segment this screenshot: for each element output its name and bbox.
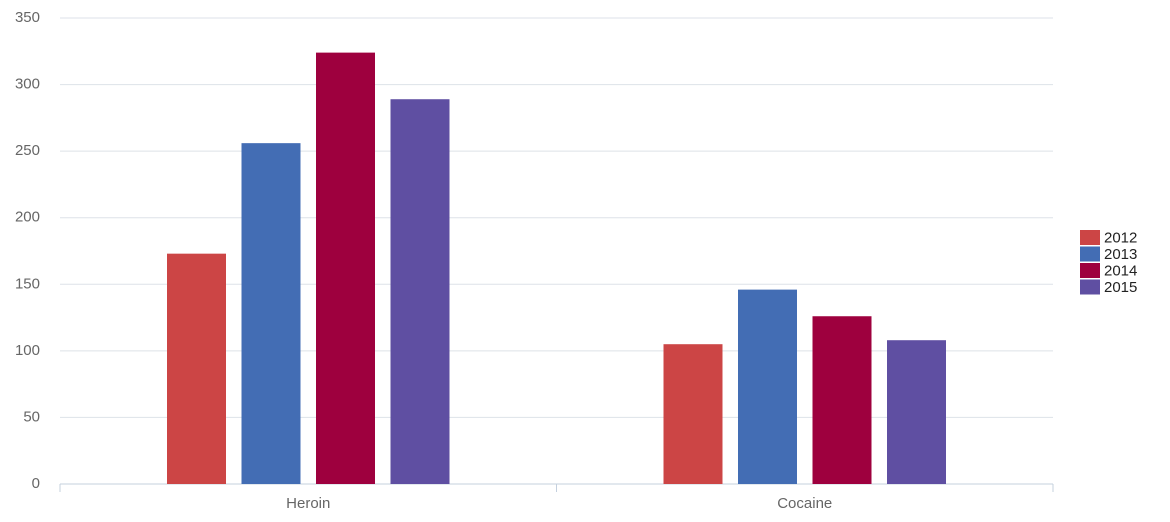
legend-label: 2013 [1104,246,1137,263]
y-tick-label: 300 [15,76,40,93]
bar [316,52,375,485]
y-tick-label: 250 [15,142,40,159]
y-tick-label: 150 [15,275,40,292]
bar [390,99,450,485]
legend-swatch [1080,230,1100,245]
y-tick-label: 100 [15,342,40,359]
legend-swatch [1080,263,1100,278]
legend-label: 2014 [1104,262,1137,279]
legend-swatch [1080,279,1100,295]
bar [663,344,723,484]
y-tick-label: 0 [32,475,40,492]
bar [167,253,226,484]
bar [812,316,872,484]
bar [738,289,797,484]
legend-label: 2012 [1104,229,1137,246]
bar [241,143,301,484]
x-tick-label: Cocaine [777,495,832,512]
y-tick-label: 350 [15,9,40,26]
y-tick-label: 50 [23,408,40,425]
x-tick-label: Heroin [286,495,330,512]
bar [887,340,946,484]
legend-swatch [1080,246,1100,262]
y-tick-label: 200 [15,209,40,226]
legend-label: 2015 [1104,279,1137,296]
